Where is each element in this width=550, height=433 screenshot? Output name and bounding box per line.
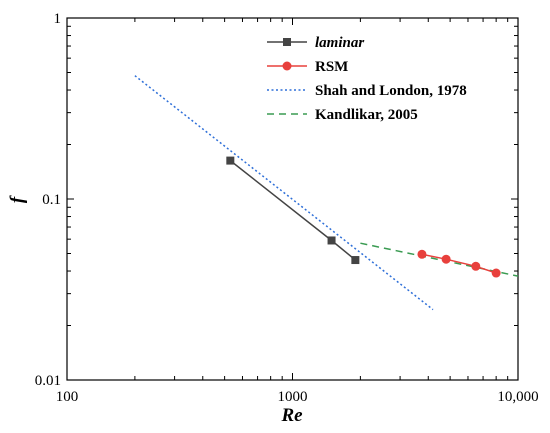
- x-tick-label: 100: [56, 389, 79, 405]
- y-tick-label: 0.1: [42, 192, 61, 208]
- legend-label-shah-and-london-1978: Shah and London, 1978: [315, 83, 467, 99]
- series-line-laminar: [229, 160, 356, 261]
- legend-marker-rsm: [282, 61, 292, 71]
- series-line-shah-and-london-1978: [134, 75, 434, 311]
- legend-label-laminar: laminar: [315, 35, 364, 51]
- legend-marker-laminar: [283, 38, 291, 46]
- axis-ticks: [66, 18, 518, 381]
- point-rsm: [417, 249, 427, 259]
- x-tick-label: 10,000: [497, 389, 538, 405]
- y-axis-title: f: [7, 195, 28, 203]
- y-tick-label: 0.01: [35, 373, 61, 389]
- point-rsm: [471, 261, 481, 271]
- x-tick-label: 1000: [278, 389, 308, 405]
- series-line-rsm: [421, 253, 497, 274]
- legend-label-rsm: RSM: [315, 59, 348, 75]
- point-laminar: [327, 236, 336, 245]
- point-laminar: [351, 256, 360, 265]
- point-rsm: [441, 254, 451, 264]
- y-tick-label: 1: [54, 11, 62, 27]
- plot-frame: [66, 17, 519, 381]
- legend-label-kandlikar-2005: Kandlikar, 2005: [315, 107, 418, 123]
- plot-area: [66, 17, 519, 381]
- point-laminar: [226, 156, 235, 165]
- series-line-kandlikar-2005: [360, 242, 519, 277]
- x-axis-title: Re: [280, 405, 303, 426]
- tick-labels: 100 1000 10,000 0.01 0.1 1: [35, 11, 539, 405]
- legend: laminar RSM Shah and London, 1978 Kandlikar…: [267, 35, 467, 123]
- point-rsm: [491, 268, 501, 278]
- series-layer: [134, 75, 519, 311]
